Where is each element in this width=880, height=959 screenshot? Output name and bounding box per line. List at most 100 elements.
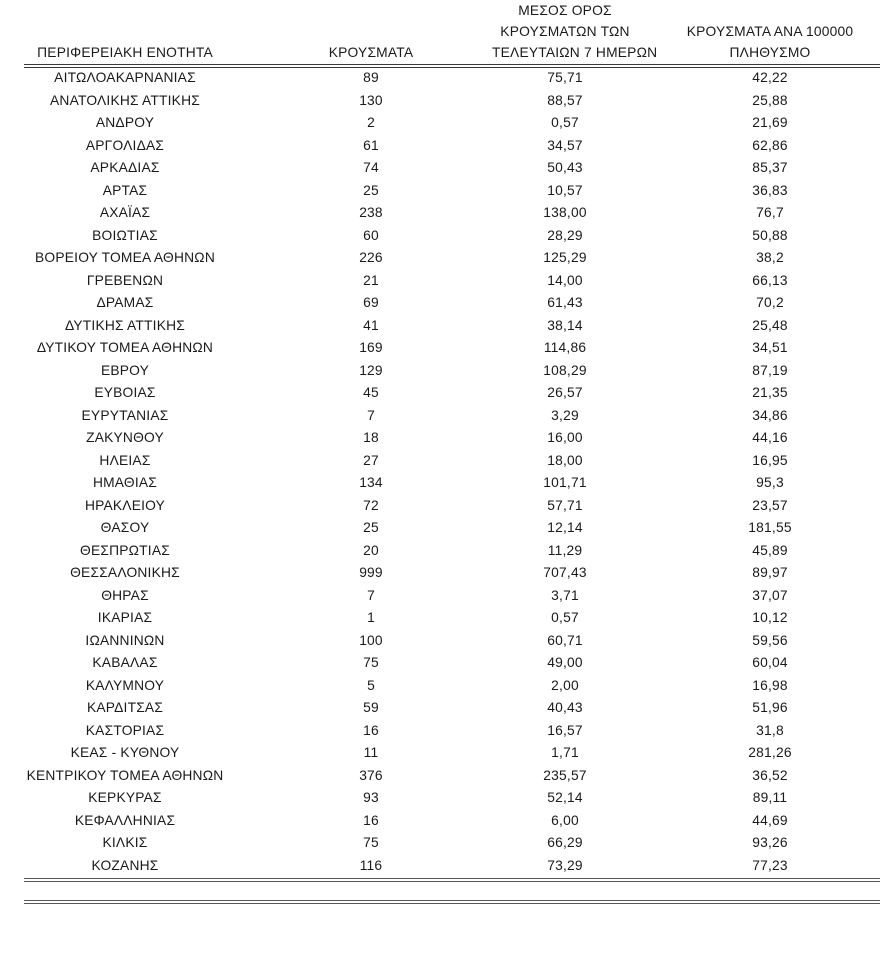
cases-cell: 93 (363, 790, 379, 805)
cases-cell: 45 (363, 385, 379, 400)
cases-cell: 25 (363, 182, 379, 198)
per100k-cell: 31,8 (756, 722, 784, 738)
avg7days-cell: 18,00 (547, 452, 583, 468)
region-cell: ΚΕΝΤΡΙΚΟΥ ΤΟΜΕΑ ΑΘΗΝΩΝ (26, 767, 224, 783)
per100k-cell: 87,19 (752, 362, 788, 378)
avg7days-cell: 16,00 (547, 430, 583, 445)
cases-cell: 59 (363, 700, 379, 715)
region-cell: ΗΛΕΙΑΣ (99, 452, 151, 468)
cases-cell: 27 (363, 452, 379, 468)
cases-cell: 75 (363, 835, 379, 850)
per100k-cell: 60,04 (752, 655, 788, 670)
region-cell: ΕΥΒΟΙΑΣ (94, 385, 156, 400)
region-cell: ΑΙΤΩΛΟΑΚΑΡΝΑΝΙΑΣ (54, 70, 196, 85)
cases-cell: 116 (359, 857, 383, 873)
header-separator-line (24, 64, 880, 68)
cases-cell: 376 (359, 767, 383, 783)
cases-cell: 61 (363, 137, 379, 153)
footer-line (24, 900, 880, 904)
table-row: ΔΥΤΙΚΗΣ ΑΤΤΙΚΗΣ 41 38,14 25,48 (0, 315, 880, 338)
avg7days-cell: 60,71 (547, 632, 583, 648)
region-cell: ΑΝΔΡΟΥ (95, 115, 155, 130)
table-row: ΚΕΡΚΥΡΑΣ 93 52,14 89,11 (0, 787, 880, 810)
per100k-cell: 70,2 (756, 295, 784, 310)
region-cell: ΚΕΑΣ - ΚΥΘΝΟΥ (70, 745, 180, 760)
cases-cell: 130 (359, 92, 383, 108)
per100k-cell: 25,88 (752, 92, 788, 108)
region-cell: ΕΒΡΟΥ (100, 362, 150, 378)
cases-cell: 18 (363, 430, 379, 445)
table-row: ΑΝΔΡΟΥ 2 0,57 21,69 (0, 112, 880, 135)
per100k-cell: 62,86 (752, 137, 788, 153)
per100k-cell: 95,3 (756, 475, 784, 490)
cases-cell: 74 (363, 160, 379, 175)
per100k-cell: 45,89 (752, 542, 788, 558)
region-cell: ΚΑΛΥΜΝΟΥ (85, 677, 165, 693)
region-cell: ΚΕΦΑΛΛΗΝΙΑΣ (74, 812, 176, 828)
column-header-per100k-line1: ΚΡΟΥΣΜΑΤΑ ΑΝΑ 100000 (686, 24, 854, 39)
avg7days-cell: 2,00 (551, 677, 579, 693)
table-row: ΘΕΣΠΡΩΤΙΑΣ 20 11,29 45,89 (0, 540, 880, 563)
cases-cell: 2 (367, 115, 375, 130)
region-cell: ΙΚΑΡΙΑΣ (97, 610, 153, 625)
table-row: ΚΟΖΑΝΗΣ 116 73,29 77,23 (0, 855, 880, 878)
region-cell: ΚΙΛΚΙΣ (102, 835, 148, 850)
table-row: ΚΕΝΤΡΙΚΟΥ ΤΟΜΕΑ ΑΘΗΝΩΝ 376 235,57 36,52 (0, 765, 880, 788)
per100k-cell: 51,96 (752, 700, 788, 715)
cases-cell: 72 (363, 497, 379, 513)
cases-cell: 7 (367, 407, 375, 423)
avg7days-cell: 52,14 (547, 790, 583, 805)
cases-cell: 16 (363, 812, 379, 828)
region-cell: ΚΑΒΑΛΑΣ (92, 655, 158, 670)
cases-cell: 20 (363, 542, 379, 558)
region-cell: ΗΡΑΚΛΕΙΟΥ (84, 497, 166, 513)
avg7days-cell: 114,86 (543, 340, 587, 355)
region-cell: ΚΑΡΔΙΤΣΑΣ (86, 700, 164, 715)
avg7days-cell: 57,71 (547, 497, 583, 513)
per100k-cell: 59,56 (752, 632, 788, 648)
table-row: ΗΛΕΙΑΣ 27 18,00 16,95 (0, 450, 880, 473)
avg7days-cell: 49,00 (547, 655, 583, 670)
per100k-cell: 89,97 (752, 565, 788, 580)
avg7days-cell: 14,00 (547, 272, 583, 288)
region-cell: ΔΥΤΙΚΟΥ ΤΟΜΕΑ ΑΘΗΝΩΝ (36, 340, 214, 355)
avg7days-cell: 108,29 (543, 362, 587, 378)
table-row: ΔΡΑΜΑΣ 69 61,43 70,2 (0, 292, 880, 315)
table-row: ΒΟΡΕΙΟΥ ΤΟΜΕΑ ΑΘΗΝΩΝ 226 125,29 38,2 (0, 247, 880, 270)
region-cell: ΔΡΑΜΑΣ (96, 295, 154, 310)
per100k-cell: 38,2 (756, 250, 784, 265)
table-row: ΕΒΡΟΥ 129 108,29 87,19 (0, 360, 880, 383)
cases-cell: 169 (359, 340, 383, 355)
cases-cell: 7 (367, 587, 375, 603)
header-row: ΠΕΡΙΦΕΡΕΙΑΚΗ ΕΝΟΤΗΤΑ ΚΡΟΥΣΜΑΤΑ ΜΕΣΟΣ ΟΡΟ… (0, 0, 880, 67)
avg7days-cell: 10,57 (547, 182, 583, 198)
avg7days-cell: 40,43 (547, 700, 583, 715)
cases-cell: 41 (363, 317, 379, 333)
column-header-region: ΠΕΡΙΦΕΡΕΙΑΚΗ ΕΝΟΤΗΤΑ (0, 0, 250, 67)
cases-cell: 21 (363, 272, 379, 288)
per100k-cell: 23,57 (752, 497, 788, 513)
region-cell: ΙΩΑΝΝΙΝΩΝ (85, 632, 165, 648)
region-cell: ΚΑΣΤΟΡΙΑΣ (85, 722, 165, 738)
table-row: ΕΥΡΥΤΑΝΙΑΣ 7 3,29 34,86 (0, 405, 880, 428)
table-row: ΘΕΣΣΑΛΟΝΙΚΗΣ 999 707,43 89,97 (0, 562, 880, 585)
column-header-per100k: ΚΡΟΥΣΜΑΤΑ ΑΝΑ 100000 ΠΛΗΘΥΣΜΟ (638, 0, 880, 67)
cases-cell: 129 (359, 362, 383, 378)
table-row: ΗΜΑΘΙΑΣ 134 101,71 95,3 (0, 472, 880, 495)
table-row: ΘΗΡΑΣ 7 3,71 37,07 (0, 585, 880, 608)
cases-cell: 16 (363, 722, 379, 738)
per100k-cell: 16,95 (752, 452, 788, 468)
table-row: ΑΝΑΤΟΛΙΚΗΣ ΑΤΤΙΚΗΣ 130 88,57 25,88 (0, 90, 880, 113)
avg7days-cell: 26,57 (547, 385, 583, 400)
table-row: ΑΡΚΑΔΙΑΣ 74 50,43 85,37 (0, 157, 880, 180)
avg7days-cell: 138,00 (543, 205, 587, 220)
region-cell: ΑΡΚΑΔΙΑΣ (90, 160, 160, 175)
per100k-cell: 50,88 (752, 227, 788, 243)
region-cell: ΘΕΣΣΑΛΟΝΙΚΗΣ (70, 565, 180, 580)
avg7days-cell: 16,57 (547, 722, 583, 738)
table-row: ΕΥΒΟΙΑΣ 45 26,57 21,35 (0, 382, 880, 405)
table-row: ΙΩΑΝΝΙΝΩΝ 100 60,71 59,56 (0, 630, 880, 653)
region-cell: ΓΡΕΒΕΝΩΝ (86, 272, 164, 288)
per100k-cell: 25,48 (752, 317, 788, 333)
